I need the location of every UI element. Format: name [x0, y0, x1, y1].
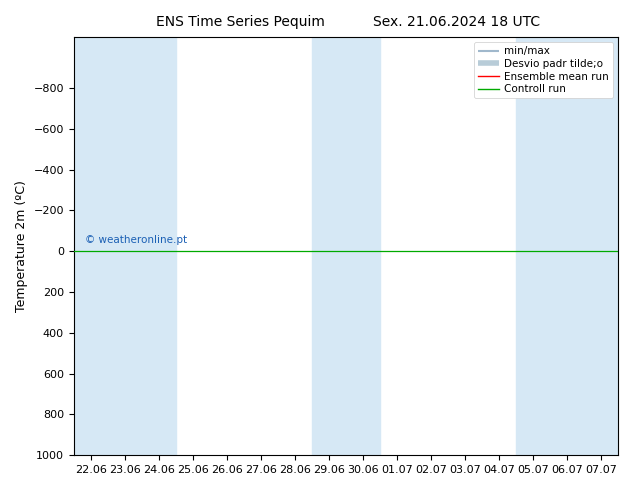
Text: Sex. 21.06.2024 18 UTC: Sex. 21.06.2024 18 UTC [373, 15, 540, 29]
Bar [585, 37, 618, 455]
Y-axis label: Temperature 2m (ºC): Temperature 2m (ºC) [15, 180, 28, 312]
Bar [312, 37, 346, 455]
Text: © weatheronline.pt: © weatheronline.pt [85, 235, 187, 245]
Bar [516, 37, 550, 455]
Bar [550, 37, 585, 455]
Bar [108, 37, 142, 455]
Text: ENS Time Series Pequim: ENS Time Series Pequim [157, 15, 325, 29]
Bar [142, 37, 176, 455]
Bar [74, 37, 108, 455]
Legend: min/max, Desvio padr tilde;o, Ensemble mean run, Controll run: min/max, Desvio padr tilde;o, Ensemble m… [474, 42, 613, 98]
Bar [346, 37, 380, 455]
